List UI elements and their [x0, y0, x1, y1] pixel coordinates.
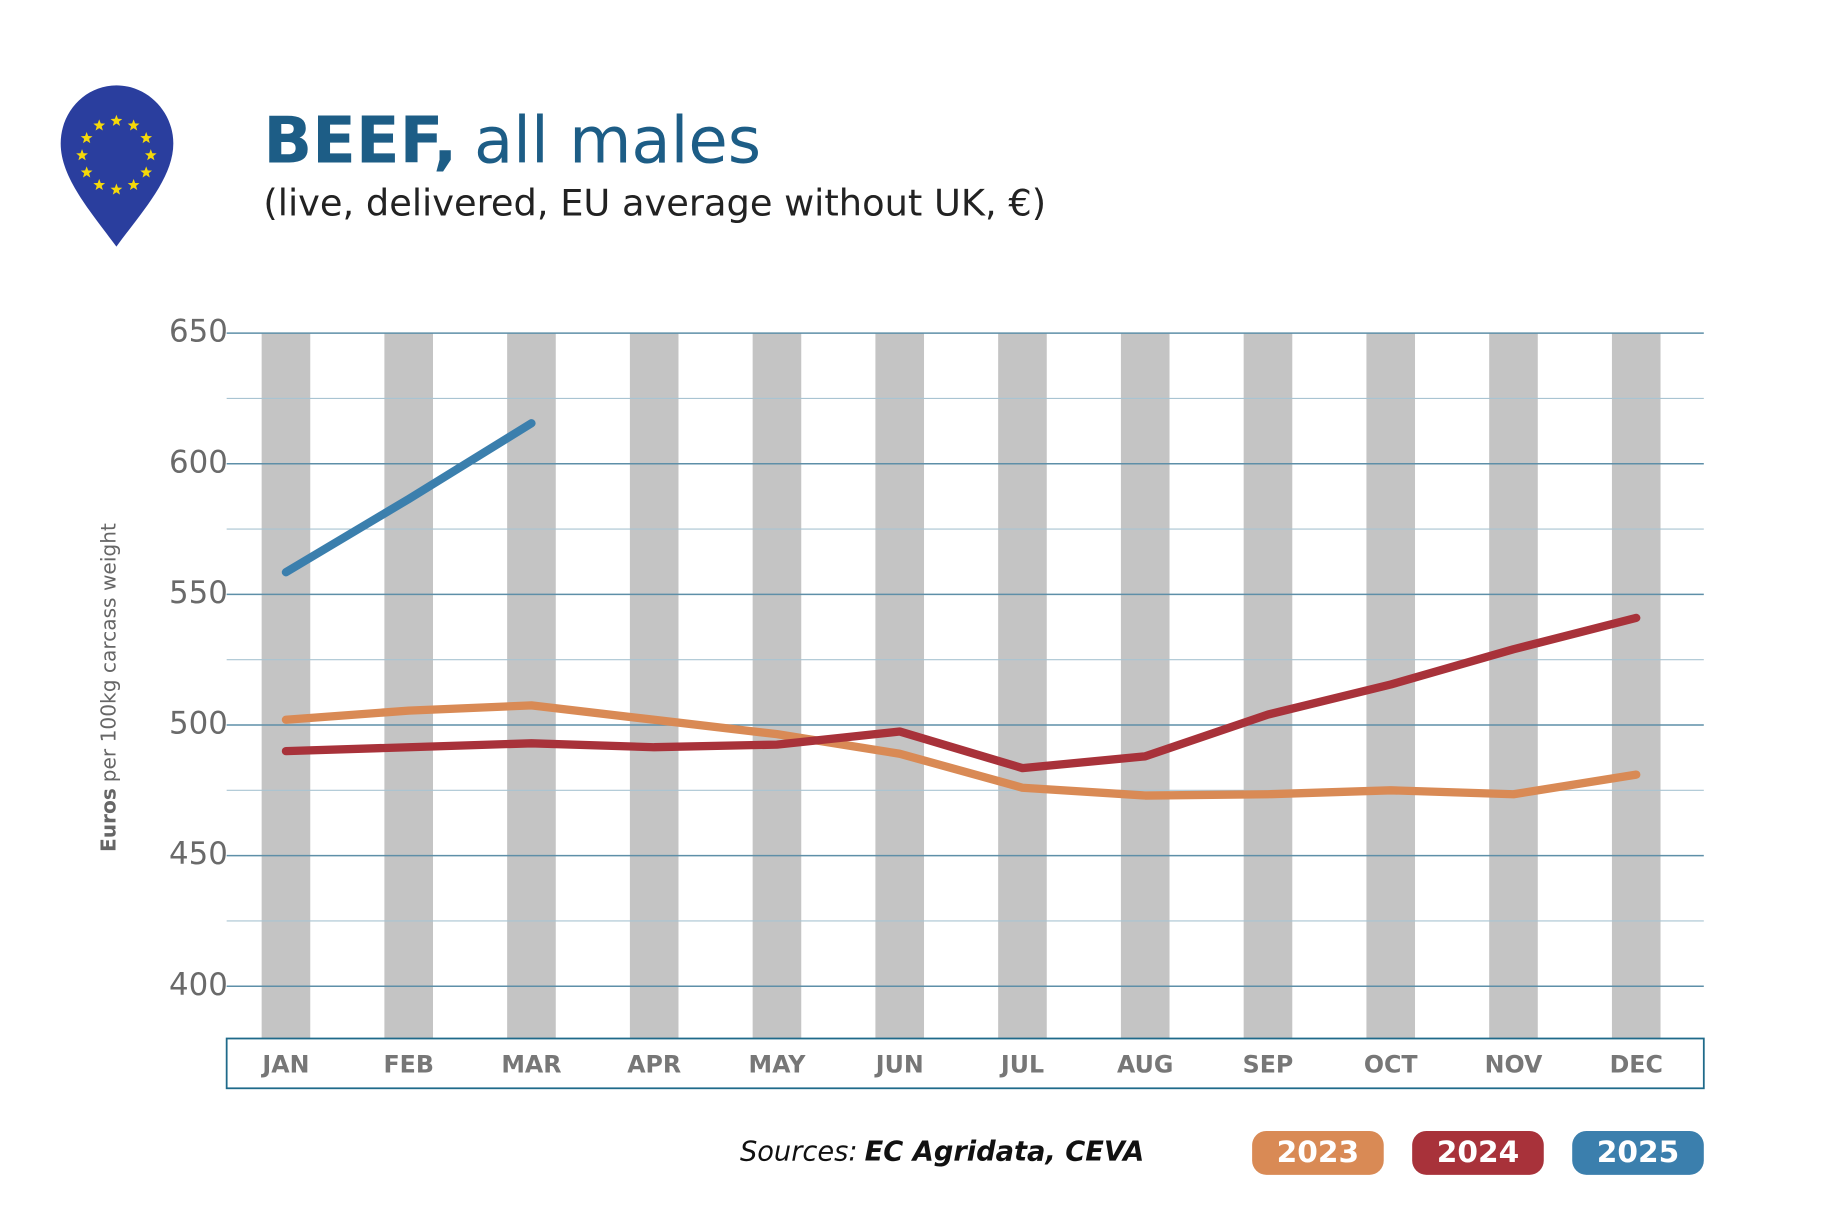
star: [140, 131, 153, 144]
source-group: Sources: EC Agridata, CEVA: [740, 1136, 1144, 1167]
x-tick-label: DEC: [1610, 1050, 1663, 1078]
y-tick-label: 500: [169, 706, 228, 742]
star: [93, 119, 106, 131]
legend-label: 2025: [1597, 1134, 1679, 1169]
star: [80, 131, 93, 144]
eu-pin: [60, 85, 174, 247]
y-axis-label-group: Euros per 100kg carcass weight: [96, 523, 120, 852]
source-label: Sources:: [740, 1136, 858, 1167]
x-tick-label: FEB: [383, 1050, 433, 1078]
chart-title: BEEF,: [263, 104, 457, 178]
x-tick-label: AUG: [1117, 1050, 1173, 1078]
source: EC Agridata, CEVA: [865, 1136, 1145, 1167]
x-tick-label: APR: [627, 1050, 681, 1078]
x-tick-label: JUL: [999, 1050, 1044, 1078]
legend-label: 2024: [1437, 1134, 1519, 1169]
x-axis-box: [225, 1037, 1705, 1090]
y-axis-label-rest: per 100kg carcass weight: [96, 523, 120, 782]
legend-swatch: [1252, 1130, 1384, 1175]
star: [110, 183, 123, 195]
x-tick-label: NOV: [1485, 1050, 1543, 1078]
star: [93, 178, 106, 191]
star: [127, 178, 140, 191]
month-band: [1243, 333, 1293, 1039]
x-tick-label: SEP: [1243, 1050, 1294, 1078]
star: [110, 114, 123, 126]
y-axis-label: Euros: [96, 788, 120, 852]
series-line: [281, 613, 1641, 773]
chart-subtitle: (live, delivered, EU average without UK,…: [263, 182, 1046, 225]
legend-label: 2023: [1277, 1134, 1359, 1169]
month-band: [384, 333, 433, 1039]
plot: 400 450 500 550 600 650 JAN FEB MAR APR MAY JUN JUL A…: [169, 314, 1705, 1175]
month-band: [998, 333, 1047, 1039]
x-tick-label: OCT: [1364, 1050, 1419, 1078]
eu-stars: [76, 114, 157, 195]
star: [80, 166, 93, 178]
legend-swatch: [1412, 1130, 1544, 1175]
star: [76, 149, 88, 161]
y-tick-label: 550: [169, 575, 228, 611]
star: [144, 149, 157, 161]
y-tick-label: 450: [169, 836, 228, 872]
pin-shape: [60, 85, 174, 247]
month-band: [629, 333, 679, 1039]
month-band: [261, 333, 311, 1039]
chart-title-rest: all males: [474, 104, 761, 178]
y-tick-label: 400: [169, 967, 228, 1003]
month-band: [1489, 333, 1538, 1039]
star: [140, 166, 153, 178]
x-tick-label: JUN: [874, 1050, 924, 1078]
background-bars: [261, 333, 1661, 1039]
month-band: [507, 333, 556, 1039]
x-tick-label: JAN: [260, 1050, 309, 1078]
y-tick-label: 600: [169, 444, 228, 480]
legend-swatch: [1572, 1130, 1704, 1175]
star: [127, 119, 140, 131]
x-tick-label: MAY: [749, 1050, 807, 1078]
y-tick-label: 650: [169, 314, 228, 350]
series-line: [281, 701, 1641, 800]
month-band: [1611, 333, 1661, 1039]
series-line: [281, 419, 536, 577]
x-tick-label: MAR: [501, 1050, 561, 1078]
chart-title-group: BEEF, all males: [263, 104, 761, 178]
month-band: [752, 333, 802, 1039]
month-band: [875, 333, 925, 1039]
month-band: [1120, 333, 1170, 1039]
